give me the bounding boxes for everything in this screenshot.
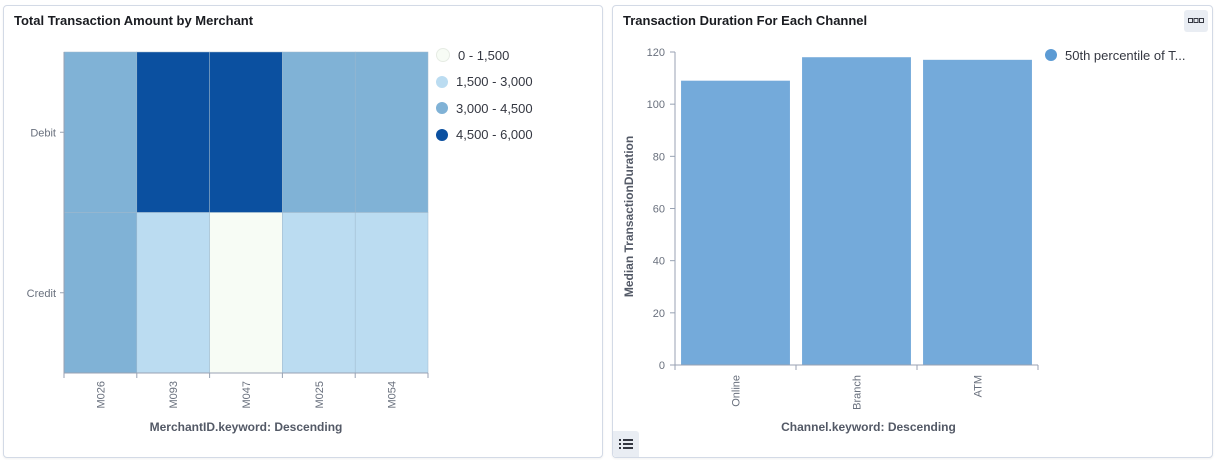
legend-label: 50th percentile of T... [1065,47,1186,63]
panel-options-button[interactable] [1184,10,1208,32]
x-tick-label: M025 [314,381,326,409]
heatmap-legend: 0 - 1,500 1,500 - 3,000 3,000 - 4,500 4,500… [436,42,533,148]
x-tick-label: M047 [241,381,253,409]
bar-chart-panel: Transaction Duration For Each Channel 0 2… [612,5,1213,458]
y-axis-title: Median TransactionDuration [622,136,636,297]
y-tick-label: 120 [647,47,665,59]
legend-toggle-button[interactable] [613,431,639,457]
heatmap-cell [282,51,356,213]
bar [681,80,790,366]
heatmap-cell [282,212,356,374]
heatmap-cell [209,51,283,213]
bar [923,59,1032,365]
y-tick-label: Credit [27,288,56,300]
legend-color-icon [436,128,448,141]
heatmap-cell [63,212,138,374]
heatmap-cell [63,51,138,213]
heatmap-cell [136,212,210,374]
heatmap-cell [354,51,429,213]
y-tick-label: 60 [653,204,665,216]
legend-item[interactable]: 50th percentile of T... [1045,42,1205,69]
legend-item[interactable]: 4,500 - 6,000 [436,122,533,149]
x-axis-title: MerchantID.keyword: Descending [150,420,343,434]
legend-label: 4,500 - 6,000 [456,127,533,143]
x-tick-label: M054 [387,381,399,409]
heatmap-panel: Total Transaction Amount by Merchant Deb… [3,5,603,458]
legend-color-icon [436,102,448,115]
x-tick-label: Online [731,375,743,407]
panel-title: Transaction Duration For Each Channel [623,13,868,28]
legend-color-icon [1045,49,1057,62]
panel-title: Total Transaction Amount by Merchant [14,13,254,28]
heatmap-cell [136,51,210,213]
y-tick-label: 80 [653,151,665,163]
bar-chart: 0 20 40 60 80 100 120 Median TransactionDuratio… [622,47,1039,434]
legend-color-icon [436,48,450,63]
more-options-icon [1188,18,1204,23]
x-tick-label: Branch [852,375,864,410]
y-tick-label: 20 [653,308,665,320]
x-tick-label: M093 [168,381,180,409]
legend-label: 1,500 - 3,000 [456,74,533,90]
heatmap-cell [354,212,429,374]
heatmap-chart: Debit Credit M026 M093 M047 M025 M054 MerchantI… [27,51,429,434]
heatmap-cell [209,212,283,374]
legend-label: 3,000 - 4,500 [456,100,533,116]
legend-item[interactable]: 3,000 - 4,500 [436,95,533,122]
x-axis-title: Channel.keyword: Descending [781,420,956,434]
x-tick-label: ATM [973,375,985,397]
y-tick-label: 40 [653,256,665,268]
bar-legend: 50th percentile of T... [1045,42,1205,69]
legend-label: 0 - 1,500 [458,47,510,63]
y-tick-label: Debit [30,127,56,139]
legend-color-icon [436,75,448,88]
bar [802,57,911,365]
list-icon [619,439,633,449]
x-tick-label: M026 [95,381,107,409]
legend-item[interactable]: 1,500 - 3,000 [436,69,533,96]
y-tick-label: 100 [647,99,665,111]
y-tick-label: 0 [659,360,665,372]
legend-item[interactable]: 0 - 1,500 [436,42,533,69]
